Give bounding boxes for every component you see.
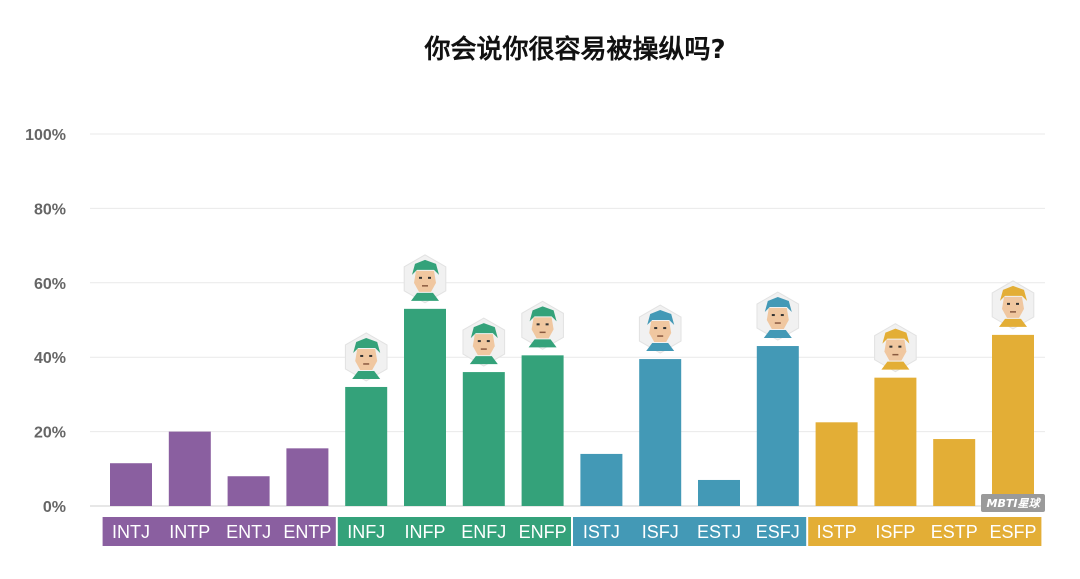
bar-istj [580, 453, 623, 506]
watermark-text: MBTI星球 [987, 497, 1042, 510]
x-tick-label: INFP [404, 522, 445, 542]
avatar-icon [403, 254, 447, 304]
bar-infp [404, 308, 446, 506]
x-tick-label: ESTJ [697, 522, 741, 542]
y-tick-label: 40% [34, 350, 66, 367]
x-tick-label: ENFP [519, 522, 567, 542]
avatars [344, 254, 1035, 382]
chart-title: 你会说你很容易被操纵吗? [423, 34, 725, 65]
category-band-sp [808, 517, 1042, 546]
y-axis-ticks: 0% 20% 40% 60% 80% 100% [25, 127, 66, 516]
bar-infj [345, 386, 388, 506]
x-tick-label: INTP [169, 522, 210, 542]
watermark-bg [981, 494, 1045, 512]
y-tick-label: 20% [34, 425, 66, 442]
avatar-icon [638, 304, 682, 354]
avatar-icon [874, 323, 917, 373]
x-tick-label: ISTP [817, 522, 857, 542]
x-tick-label: ESTP [931, 522, 978, 542]
y-tick-label: 0% [43, 499, 66, 516]
category-band-nt [102, 517, 336, 546]
bar-esfj [756, 346, 799, 506]
category-band-nf [337, 517, 571, 546]
avatar-icon [344, 332, 388, 382]
bar-intj [110, 463, 152, 506]
y-tick-label: 100% [25, 127, 66, 144]
bar-esfp [992, 334, 1034, 506]
bar-estj [698, 479, 740, 506]
bar-isfp [874, 377, 917, 506]
x-tick-label: INFJ [347, 522, 385, 542]
bar-estp [933, 439, 976, 506]
bar-enfp [521, 355, 564, 506]
avatar-icon [756, 291, 800, 341]
avatar-icon [521, 300, 564, 350]
y-tick-label: 60% [34, 276, 66, 293]
bar-enfj [462, 372, 505, 506]
avatar-icon [991, 280, 1035, 330]
x-tick-label: ISFJ [642, 522, 679, 542]
bar-isfj [639, 359, 682, 506]
x-tick-label: ISFP [875, 522, 915, 542]
x-tick-label: ISTJ [583, 522, 620, 542]
x-tick-label: INTJ [112, 522, 150, 542]
x-tick-label: ENFJ [461, 522, 506, 542]
x-tick-label: ENTP [283, 522, 331, 542]
bar-entp [286, 448, 329, 506]
x-tick-label: ENTJ [226, 522, 271, 542]
bar-istp [815, 422, 858, 506]
bar-intp [168, 431, 211, 506]
x-tick-label: ESFP [989, 522, 1036, 542]
category-band-sj [573, 517, 807, 546]
category-bands: INTJ INTP ENTJ ENTP INFJ INFP ENFJ ENFP ISTJ ISFJ… [102, 517, 1042, 546]
avatar-icon [462, 317, 506, 367]
x-tick-label: ESFJ [756, 522, 800, 542]
watermark: MBTI星球 [981, 494, 1045, 512]
bar-entj [227, 476, 270, 506]
y-tick-label: 80% [34, 201, 66, 218]
bars [110, 308, 1034, 506]
